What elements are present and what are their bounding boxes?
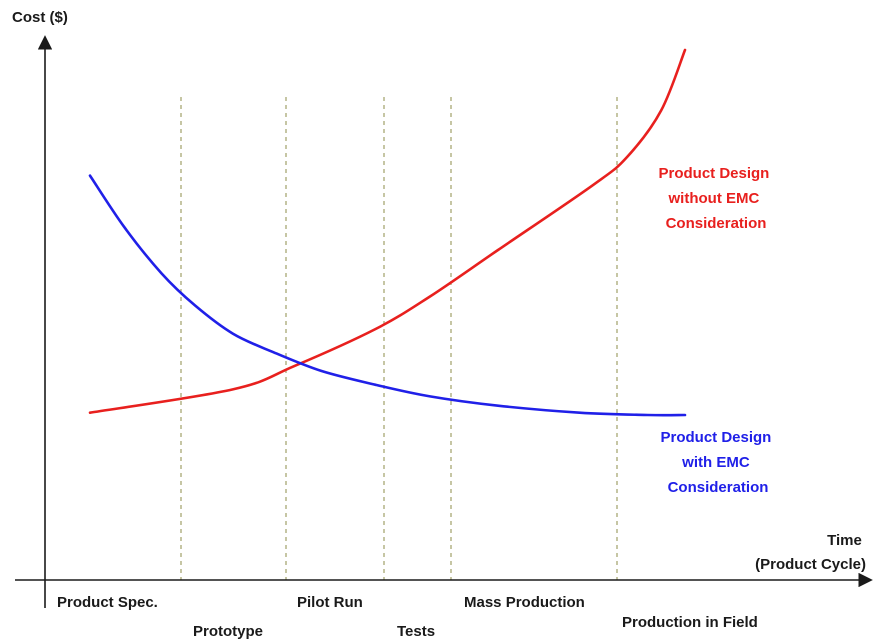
phase-label-tests: Tests	[397, 623, 435, 640]
y-axis-label: Cost ($)	[12, 9, 68, 26]
series-line-with-emc	[88, 174, 687, 417]
phase-label-mass-production: Mass Production	[464, 594, 585, 611]
series-label-line: Product Design	[658, 165, 769, 182]
phase-label-product-spec: Product Spec.	[57, 594, 158, 611]
series-label-line: Consideration	[668, 479, 769, 496]
series-label-without-emc: Product Design without EMC Consideration	[658, 165, 773, 232]
phase-labels: Product Spec. Prototype Pilot Run Tests …	[57, 594, 758, 640]
series-label-line: without EMC	[668, 190, 760, 207]
x-axis-label-line: Time	[827, 532, 862, 549]
x-axis-label: Time (Product Cycle)	[755, 532, 866, 573]
series-label-line: Consideration	[666, 215, 767, 232]
series-label-line: with EMC	[681, 454, 750, 471]
phase-dividers	[180, 97, 618, 580]
phase-label-production-in-field: Production in Field	[622, 614, 758, 631]
series-label-line: Product Design	[660, 429, 771, 446]
phase-label-prototype: Prototype	[193, 623, 263, 640]
phase-label-pilot-run: Pilot Run	[297, 594, 363, 611]
series-label-with-emc: Product Design with EMC Consideration	[660, 429, 775, 496]
x-axis-label-line: (Product Cycle)	[755, 556, 866, 573]
series-line-without-emc	[88, 48, 687, 414]
